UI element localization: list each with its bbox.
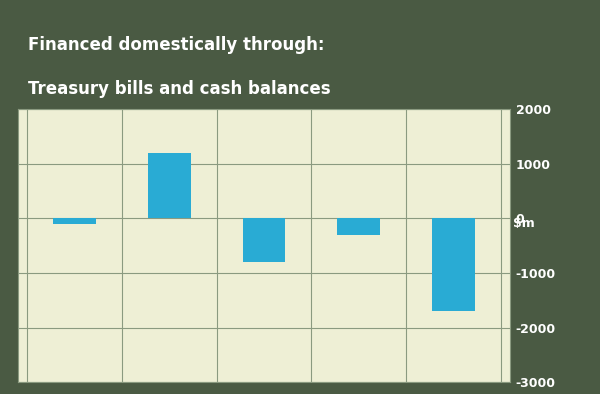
Bar bbox=[243, 218, 285, 262]
Bar bbox=[53, 218, 96, 224]
Text: Financed domestically through:: Financed domestically through: bbox=[28, 36, 325, 54]
Bar bbox=[432, 218, 475, 311]
Text: $m: $m bbox=[513, 217, 535, 230]
Text: Treasury bills and cash balances: Treasury bills and cash balances bbox=[28, 80, 331, 98]
Bar bbox=[337, 218, 380, 235]
Bar bbox=[148, 153, 191, 218]
